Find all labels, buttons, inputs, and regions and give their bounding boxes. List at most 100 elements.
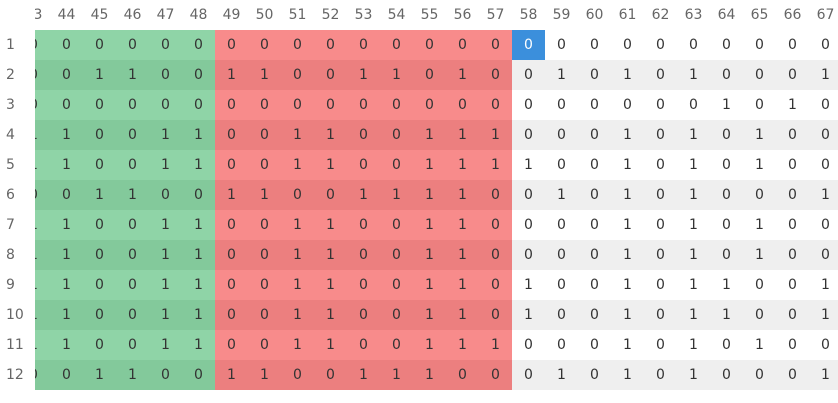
cell[interactable]: 0 bbox=[347, 90, 380, 120]
cell[interactable]: 0 bbox=[50, 60, 83, 90]
cell[interactable]: 0 bbox=[116, 240, 149, 270]
cell[interactable]: 0 bbox=[479, 360, 512, 390]
column-header[interactable]: 57 bbox=[479, 0, 512, 30]
cell[interactable]: 1 bbox=[380, 60, 413, 90]
cell[interactable]: 0 bbox=[83, 270, 116, 300]
cell[interactable]: 0 bbox=[512, 90, 545, 120]
cell[interactable]: 1 bbox=[380, 360, 413, 390]
cell[interactable]: 0 bbox=[644, 330, 677, 360]
cell[interactable]: 0 bbox=[347, 270, 380, 300]
cell[interactable]: 1 bbox=[809, 300, 838, 330]
cell[interactable]: 0 bbox=[215, 270, 248, 300]
cell[interactable]: 1 bbox=[611, 60, 644, 90]
cell[interactable]: 0 bbox=[644, 180, 677, 210]
cell[interactable]: 0 bbox=[545, 150, 578, 180]
cell[interactable]: 0 bbox=[248, 30, 281, 60]
cell[interactable]: 1 bbox=[50, 270, 83, 300]
cell[interactable]: 0 bbox=[116, 150, 149, 180]
cell[interactable]: 1 bbox=[149, 240, 182, 270]
cell[interactable]: 1 bbox=[281, 120, 314, 150]
cell[interactable]: 0 bbox=[347, 210, 380, 240]
cell[interactable]: 0 bbox=[380, 270, 413, 300]
cell[interactable]: 0 bbox=[710, 180, 743, 210]
cell[interactable]: 1 bbox=[743, 120, 776, 150]
cell[interactable]: 1 bbox=[149, 330, 182, 360]
cell[interactable]: 0 bbox=[644, 270, 677, 300]
cell[interactable]: 0 bbox=[578, 180, 611, 210]
cell[interactable]: 1 bbox=[116, 180, 149, 210]
cell[interactable]: 0 bbox=[380, 150, 413, 180]
cell[interactable]: 0 bbox=[545, 330, 578, 360]
cell[interactable]: 0 bbox=[743, 90, 776, 120]
cell[interactable]: 1 bbox=[83, 180, 116, 210]
cell[interactable]: 0 bbox=[776, 330, 809, 360]
cell[interactable]: 0 bbox=[479, 60, 512, 90]
cell[interactable]: 1 bbox=[314, 120, 347, 150]
column-header[interactable]: 49 bbox=[215, 0, 248, 30]
column-header[interactable]: 50 bbox=[248, 0, 281, 30]
cell[interactable]: 1 bbox=[314, 330, 347, 360]
cell[interactable]: 0 bbox=[743, 30, 776, 60]
cell[interactable]: 0 bbox=[248, 330, 281, 360]
cell[interactable]: 0 bbox=[380, 240, 413, 270]
cell[interactable]: 0 bbox=[83, 330, 116, 360]
cell[interactable]: 1 bbox=[512, 150, 545, 180]
cell[interactable]: 0 bbox=[512, 240, 545, 270]
cell[interactable]: 0 bbox=[479, 270, 512, 300]
cell[interactable]: 0 bbox=[809, 210, 838, 240]
cell[interactable]: 1 bbox=[347, 180, 380, 210]
cell[interactable]: 0 bbox=[743, 360, 776, 390]
cell[interactable]: 0 bbox=[182, 30, 215, 60]
cell[interactable]: 0 bbox=[809, 150, 838, 180]
row-header[interactable]: 12 bbox=[0, 360, 35, 390]
cell[interactable]: 1 bbox=[677, 180, 710, 210]
cell[interactable]: 1 bbox=[512, 300, 545, 330]
cell[interactable]: 1 bbox=[743, 240, 776, 270]
cell[interactable]: 1 bbox=[215, 180, 248, 210]
cell[interactable]: 0 bbox=[314, 90, 347, 120]
cell[interactable]: 0 bbox=[710, 150, 743, 180]
cell[interactable]: 1 bbox=[314, 240, 347, 270]
cell[interactable]: 0 bbox=[215, 120, 248, 150]
cell[interactable]: 0 bbox=[545, 270, 578, 300]
cell[interactable]: 0 bbox=[644, 150, 677, 180]
cell[interactable]: 0 bbox=[50, 30, 83, 60]
cell[interactable]: 1 bbox=[446, 210, 479, 240]
cell[interactable]: 0 bbox=[809, 240, 838, 270]
cell[interactable]: 1 bbox=[809, 180, 838, 210]
cell[interactable]: 0 bbox=[149, 30, 182, 60]
cell[interactable]: 0 bbox=[380, 300, 413, 330]
cell[interactable]: 0 bbox=[809, 330, 838, 360]
cell[interactable]: 0 bbox=[116, 300, 149, 330]
cell[interactable]: 0 bbox=[413, 90, 446, 120]
cell[interactable]: 1 bbox=[83, 360, 116, 390]
cell[interactable]: 1 bbox=[281, 300, 314, 330]
cell[interactable]: 1 bbox=[512, 270, 545, 300]
cell[interactable]: 1 bbox=[413, 120, 446, 150]
cell[interactable]: 1 bbox=[281, 240, 314, 270]
cell[interactable]: 0 bbox=[347, 330, 380, 360]
cell[interactable]: 1 bbox=[281, 330, 314, 360]
cell[interactable]: 0 bbox=[314, 60, 347, 90]
cell[interactable]: 0 bbox=[182, 360, 215, 390]
cell[interactable]: 0 bbox=[314, 360, 347, 390]
cell[interactable]: 0 bbox=[776, 360, 809, 390]
cell[interactable]: 1 bbox=[611, 120, 644, 150]
column-header[interactable]: 45 bbox=[83, 0, 116, 30]
cell[interactable]: 0 bbox=[116, 120, 149, 150]
cell[interactable]: 1 bbox=[545, 360, 578, 390]
cell[interactable]: 0 bbox=[743, 300, 776, 330]
cell[interactable]: 1 bbox=[182, 330, 215, 360]
cell[interactable]: 0 bbox=[83, 150, 116, 180]
cell[interactable]: 1 bbox=[446, 60, 479, 90]
cell[interactable]: 1 bbox=[413, 150, 446, 180]
cell[interactable]: 1 bbox=[677, 210, 710, 240]
cell[interactable]: 0 bbox=[116, 210, 149, 240]
cell[interactable]: 0 bbox=[479, 90, 512, 120]
column-header[interactable]: 51 bbox=[281, 0, 314, 30]
cell[interactable]: 0 bbox=[644, 120, 677, 150]
cell[interactable]: 1 bbox=[611, 180, 644, 210]
cell[interactable]: 1 bbox=[809, 270, 838, 300]
row-header[interactable]: 5 bbox=[0, 150, 35, 180]
cell[interactable]: 0 bbox=[512, 60, 545, 90]
